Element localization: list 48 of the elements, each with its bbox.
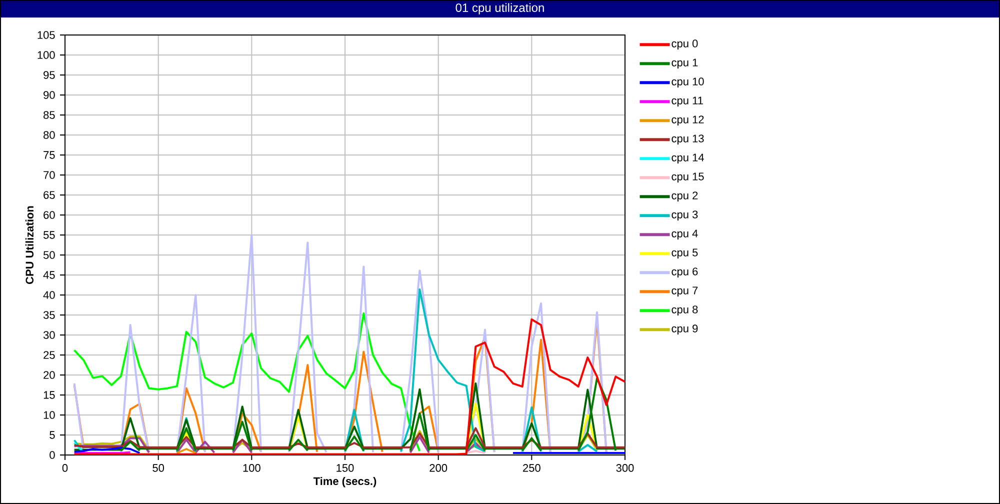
x-tick-label: 200 xyxy=(430,464,448,472)
x-tick-label: 100 xyxy=(243,464,260,472)
legend-label: cpu 8 xyxy=(672,306,698,316)
legend-label: cpu 15 xyxy=(672,172,704,183)
y-tick-label: 15 xyxy=(44,391,55,399)
legend-label: cpu 12 xyxy=(672,116,704,126)
y-tick-label: 55 xyxy=(43,231,55,239)
y-tick-label: 65 xyxy=(44,191,55,199)
y-tick-label: 30 xyxy=(43,331,55,339)
y-tick-label: 35 xyxy=(43,311,55,319)
x-tick-label: 50 xyxy=(152,464,164,472)
y-tick-label: 75 xyxy=(44,151,55,159)
legend-label: cpu 3 xyxy=(672,210,698,221)
legend-label: cpu 9 xyxy=(672,324,698,335)
legend-label: cpu 2 xyxy=(672,192,698,202)
y-tick-label: 80 xyxy=(44,131,55,139)
legend-label: cpu 14 xyxy=(672,154,704,164)
y-tick-label: 85 xyxy=(44,111,55,119)
legend-label: cpu 4 xyxy=(672,230,698,240)
y-tick-label: 100 xyxy=(38,51,55,59)
y-tick-label: 0 xyxy=(50,451,55,459)
legend-label: cpu 7 xyxy=(672,286,698,297)
y-tick-label: 40 xyxy=(43,291,55,299)
y-tick-label: 25 xyxy=(44,351,55,359)
legend-label: cpu 11 xyxy=(672,96,703,107)
legend-label: cpu 1 xyxy=(672,58,698,69)
x-tick-label: 0 xyxy=(62,464,68,472)
legend-label: cpu 10 xyxy=(672,78,704,88)
x-tick-label: 250 xyxy=(523,464,540,472)
legend-label: cpu 13 xyxy=(672,134,704,145)
y-tick-label: 70 xyxy=(44,171,55,179)
chart-title: 01 cpu utilization xyxy=(456,3,544,14)
legend-label: cpu 6 xyxy=(672,268,698,278)
y-tick-label: 50 xyxy=(43,251,55,259)
legend-label: cpu 5 xyxy=(672,248,698,259)
y-tick-label: 60 xyxy=(44,211,55,219)
x-tick-label: 300 xyxy=(616,464,634,472)
y-tick-label: 5 xyxy=(50,431,55,439)
y-tick-label: 10 xyxy=(44,411,55,419)
y-axis-title: CPU Utilization xyxy=(25,206,34,284)
y-tick-label: 90 xyxy=(44,91,55,99)
y-tick-label: 105 xyxy=(38,31,55,39)
legend-label: cpu 0 xyxy=(672,40,698,50)
x-tick-label: 150 xyxy=(336,464,354,472)
y-tick-label: 95 xyxy=(44,71,55,79)
y-tick-label: 20 xyxy=(44,371,55,379)
y-tick-label: 45 xyxy=(43,271,55,279)
x-axis-title: Time (secs.) xyxy=(313,476,376,488)
